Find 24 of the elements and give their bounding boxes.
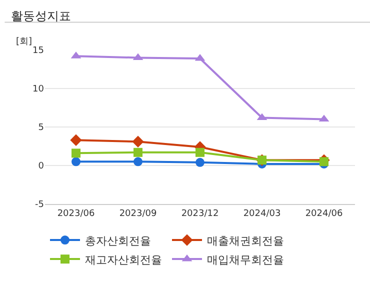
point <box>72 148 80 158</box>
point <box>70 134 82 146</box>
x-tick-label: 2024/06 <box>305 208 343 219</box>
y-tick-label: -5 <box>35 200 44 210</box>
point <box>132 136 144 148</box>
point <box>134 148 142 157</box>
x-tick-label: 2023/12 <box>181 208 219 219</box>
point <box>196 158 204 167</box>
point <box>72 157 80 166</box>
legend-label: 매출채권회전율 <box>207 234 284 248</box>
y-axis-title: [회] <box>16 37 32 47</box>
y-tick-label: 10 <box>32 84 44 95</box>
chart-title: 활동성지표 <box>11 8 72 23</box>
x-tick-label: 2023/06 <box>57 208 95 219</box>
point <box>134 157 142 166</box>
legend-label: 총자산회전율 <box>85 234 151 248</box>
x-tick-label: 2023/09 <box>119 208 157 219</box>
y-tick-label: 5 <box>38 123 44 134</box>
y-tick-label: 15 <box>32 46 44 56</box>
legend-label: 매입채무회전율 <box>207 253 284 266</box>
y-tick-label: 0 <box>38 162 44 172</box>
legend-label: 재고자산회전율 <box>85 253 162 266</box>
x-tick-label: 2024/03 <box>243 208 281 219</box>
point <box>196 148 204 157</box>
